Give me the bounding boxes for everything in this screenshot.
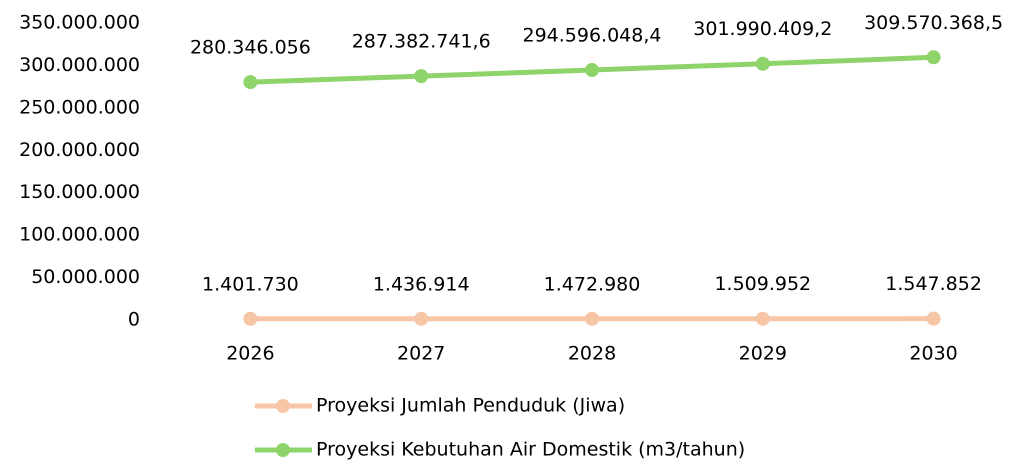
data-label: 1.401.730	[202, 273, 299, 295]
point	[414, 311, 429, 326]
x-tick-label: 2026	[226, 343, 274, 365]
y-tick-label: 300.000.000	[19, 54, 140, 76]
x-tick-label: 2028	[568, 343, 616, 365]
data-label: 294.596.048,4	[522, 25, 661, 47]
point	[755, 56, 770, 71]
point	[414, 69, 429, 84]
data-label: 1.436.914	[373, 273, 470, 295]
y-tick-label: 100.000.000	[19, 224, 140, 246]
point	[926, 311, 941, 326]
point	[243, 311, 258, 326]
y-tick-label: 200.000.000	[19, 139, 140, 161]
legend-label: Proyeksi Kebutuhan Air Domestik (m3/tahu…	[316, 439, 745, 461]
point	[585, 63, 599, 78]
data-label: 1.509.952	[714, 273, 811, 295]
x-tick-label: 2027	[397, 343, 445, 365]
legend-marker	[276, 399, 290, 413]
legend-label: Proyeksi Jumlah Penduduk (Jiwa)	[316, 395, 625, 417]
y-tick-label: 0	[128, 309, 140, 331]
y-tick-label: 150.000.000	[19, 181, 140, 203]
y-tick-label: 250.000.000	[19, 96, 140, 118]
y-tick-label: 350.000.000	[19, 12, 140, 34]
point	[755, 311, 770, 326]
data-label: 287.382.741,6	[352, 31, 491, 53]
y-tick-label: 50.000.000	[31, 266, 140, 288]
legend-marker	[276, 443, 290, 457]
point	[585, 311, 599, 326]
data-label: 280.346.056	[190, 37, 311, 59]
data-label: 301.990.409,2	[693, 18, 832, 40]
point	[243, 75, 258, 90]
x-tick-label: 2029	[739, 343, 787, 365]
data-label: 1.472.980	[544, 273, 641, 295]
data-label: 309.570.368,5	[864, 12, 1003, 34]
data-label: 1.547.852	[885, 273, 982, 295]
x-tick-label: 2030	[909, 343, 957, 365]
point	[926, 50, 941, 65]
